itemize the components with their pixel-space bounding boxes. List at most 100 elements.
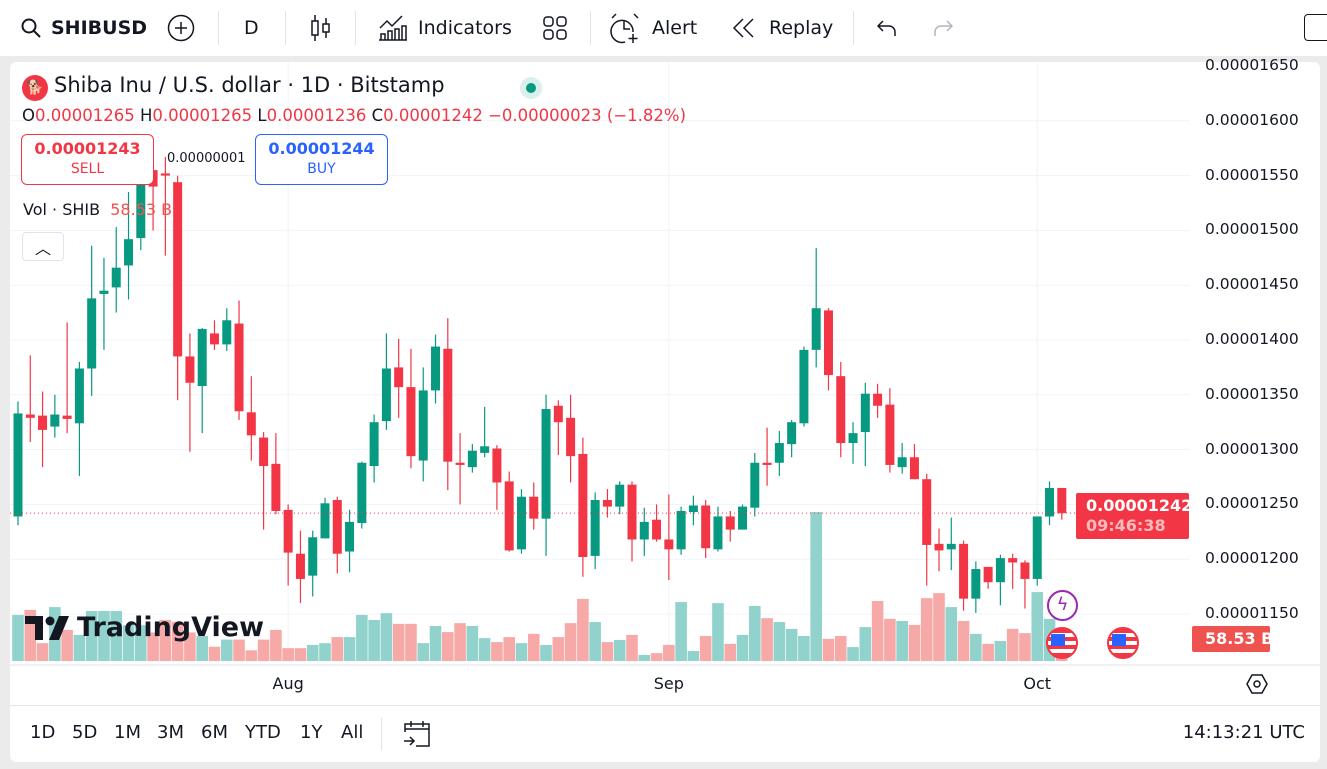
- alert-button[interactable]: Alert: [609, 0, 697, 56]
- volume-bar: [491, 642, 503, 661]
- candle-body: [246, 412, 256, 436]
- interval-button[interactable]: D: [244, 17, 259, 39]
- chart-type-button[interactable]: [310, 0, 332, 56]
- candles-icon: [311, 15, 330, 41]
- tradingview-logo[interactable]: TradingView: [25, 612, 264, 643]
- replay-button[interactable]: Replay: [731, 0, 833, 56]
- range-button-1y[interactable]: 1Y: [300, 722, 323, 743]
- volume-bar: [871, 601, 884, 661]
- volume-bar: [61, 629, 73, 661]
- sell-button[interactable]: 0.00001243 SELL: [21, 134, 154, 185]
- volume-bar: [331, 637, 344, 661]
- volume-legend[interactable]: Vol · SHIB 58.53 B: [23, 200, 172, 219]
- volume-bar: [982, 643, 994, 661]
- range-button-3m[interactable]: 3M: [157, 722, 184, 743]
- toolbar-divider: [355, 11, 356, 45]
- layouts-button[interactable]: [542, 0, 568, 56]
- candle-body: [738, 506, 748, 530]
- price-tick: 0.00001400: [1205, 330, 1299, 348]
- indicators-button[interactable]: Indicators: [378, 0, 512, 56]
- time-tick: Aug: [272, 674, 304, 693]
- volume-bar: [466, 626, 479, 661]
- volume-bar: [184, 632, 196, 661]
- volume-bar: [761, 618, 773, 661]
- volume-bar: [282, 648, 294, 661]
- price-tick: 0.00001500: [1205, 220, 1299, 239]
- candle-body: [99, 290, 109, 294]
- volume-bar: [773, 622, 786, 661]
- ohlc-values: O0.00001265 H0.00001265 L0.00001236 C0.0…: [22, 106, 686, 125]
- change-value: −0.00000023 (−1.82%): [488, 106, 687, 125]
- redo-button[interactable]: [932, 0, 954, 56]
- range-button-6m[interactable]: 6M: [201, 722, 228, 743]
- last-volume-label: 58.53 B: [1192, 626, 1273, 652]
- candle-body: [590, 500, 600, 556]
- candle-body: [492, 448, 502, 483]
- fullscreen-button[interactable]: [1304, 14, 1327, 41]
- candle-body: [50, 414, 60, 427]
- calendar-goto-icon: [404, 721, 430, 747]
- undo-button[interactable]: [876, 0, 898, 56]
- collapse-legend-button[interactable]: ︿: [22, 232, 64, 261]
- range-button-ytd[interactable]: YTD: [245, 722, 281, 743]
- range-button-5d[interactable]: 5D: [72, 722, 98, 743]
- open-value: 0.00001265: [35, 106, 135, 125]
- close-label: C: [371, 106, 384, 125]
- candle-body: [111, 267, 121, 288]
- volume-bar: [147, 632, 159, 661]
- volume-bar: [392, 623, 405, 661]
- range-button-1d[interactable]: 1D: [30, 722, 56, 743]
- candle-body: [688, 505, 698, 513]
- volume-bar: [552, 637, 565, 661]
- price-tick: 0.00001600: [1205, 110, 1299, 129]
- symbol-title[interactable]: Shiba Inu / U.S. dollar · 1D · Bitstamp: [54, 73, 445, 97]
- buy-button[interactable]: 0.00001244 BUY: [255, 134, 388, 185]
- sell-price: 0.00001243: [34, 139, 141, 158]
- volume-bar: [638, 654, 651, 661]
- toolbar-divider: [285, 11, 286, 45]
- chart-settings-button[interactable]: [1245, 672, 1269, 700]
- volume-bar: [429, 626, 442, 661]
- volume-bar: [908, 624, 921, 661]
- volume-bar: [920, 598, 933, 661]
- volume-bar: [589, 622, 601, 661]
- volume-bar: [626, 634, 638, 661]
- price-tick: 0.00001300: [1205, 439, 1299, 458]
- compare-symbol-button[interactable]: [167, 0, 195, 56]
- clock-timezone[interactable]: 14:13:21 UTC: [1182, 722, 1305, 743]
- bar-countdown: 09:46:38: [1086, 516, 1166, 535]
- us-flag-event-icon[interactable]: [1046, 627, 1078, 659]
- price-tick: 0.00001250: [1205, 494, 1299, 513]
- price-tick: 0.00001200: [1205, 549, 1299, 568]
- open-label: O: [22, 106, 35, 125]
- candle-body: [381, 368, 391, 422]
- us-flag-event-icon[interactable]: [1107, 627, 1139, 659]
- volume-bar: [417, 643, 430, 661]
- rewind-icon: [732, 18, 754, 38]
- candle-body: [750, 462, 760, 508]
- volume-bar: [171, 621, 184, 661]
- volume-bar: [1006, 628, 1019, 661]
- volume-bar: [957, 621, 970, 661]
- undo-icon: [876, 20, 896, 36]
- candle-body: [295, 553, 305, 579]
- volume-bar: [98, 611, 110, 661]
- top-toolbar: SHIBUSD D Indicators Alert Replay: [0, 0, 1327, 56]
- range-button-1m[interactable]: 1M: [114, 722, 141, 743]
- candle-body: [13, 413, 23, 517]
- range-button-all[interactable]: All: [341, 722, 364, 743]
- symbol-search-button[interactable]: SHIBUSD: [20, 0, 147, 56]
- volume-legend-label: Vol · SHIB: [23, 200, 101, 219]
- high-value: 0.00001265: [152, 106, 253, 125]
- candle-body: [639, 521, 649, 540]
- go-to-date-button[interactable]: [402, 719, 432, 753]
- price-tick: 0.00001550: [1205, 165, 1299, 184]
- candle-body: [774, 443, 784, 463]
- candle-body: [541, 409, 551, 519]
- volume-bar: [306, 644, 319, 661]
- candle-body: [578, 453, 588, 558]
- candle-body: [946, 543, 956, 550]
- candle-body: [836, 376, 846, 444]
- lightning-event-icon[interactable]: ϟ: [1047, 590, 1078, 621]
